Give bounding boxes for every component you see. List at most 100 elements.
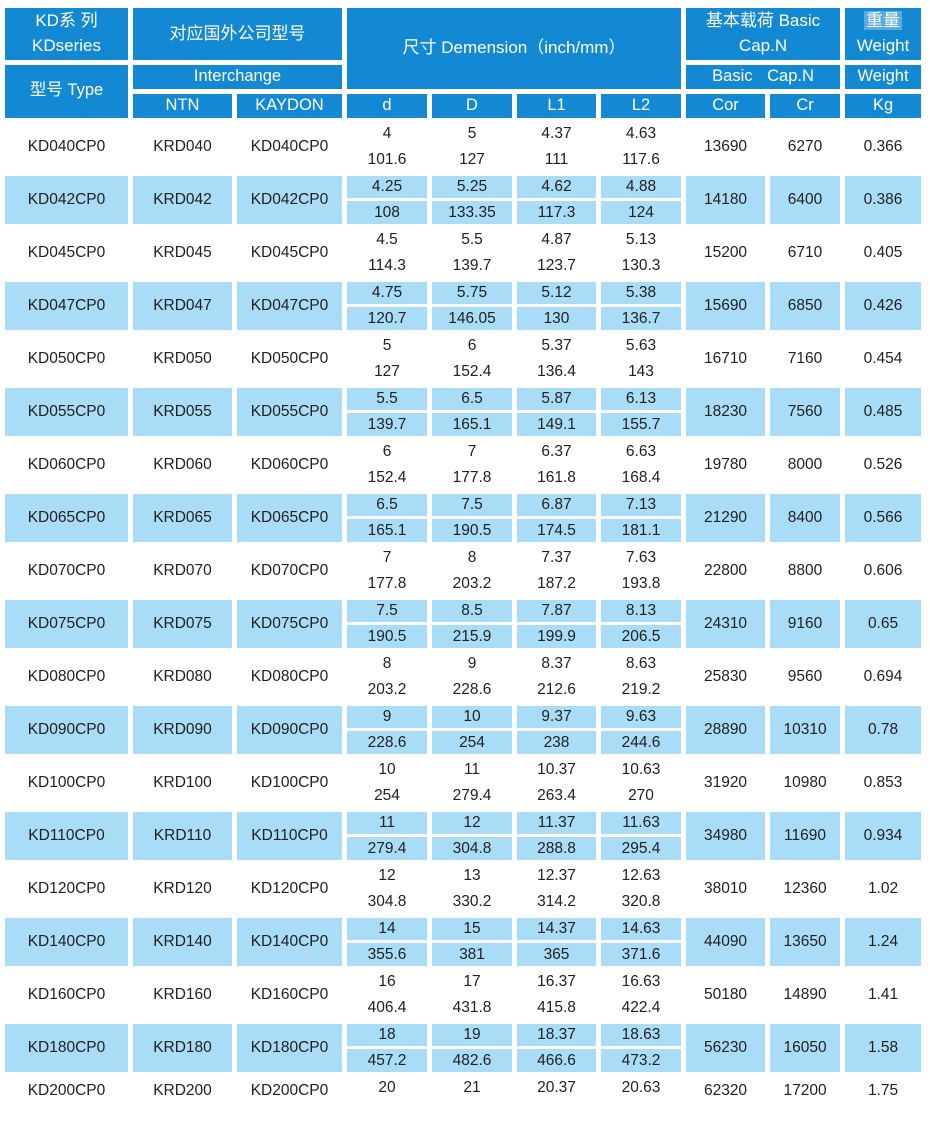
L2-inch: 9.63: [601, 705, 682, 729]
table-row: KD050CP0 KRD050 KD050CP0 5 127 6 152.4 5.3…: [5, 334, 922, 383]
D-mm: 203.2: [432, 572, 512, 595]
D-inch: 5.5: [432, 228, 512, 252]
cell-kg: 0.366: [845, 122, 922, 171]
table-row: KD047CP0 KRD047 KD047CP0 4.75 120.7 5.75 1…: [5, 281, 922, 330]
header-row-1: KD系 列 KDseries 对应国外公司型号 尺寸 Demension（inc…: [5, 8, 922, 89]
cell-d: 6 152.4: [347, 440, 427, 489]
cell-cr: 9160: [770, 599, 841, 648]
cell-ntn: KRD110: [133, 811, 232, 860]
cell-cor: 19780: [686, 440, 766, 489]
cell-d: 18 457.2: [347, 1023, 427, 1072]
cell-kg: 0.853: [845, 758, 922, 807]
cell-L2: 11.63 295.4: [601, 811, 682, 860]
d-mm: 203.2: [347, 678, 427, 701]
cell-type: KD120CP0: [5, 864, 128, 913]
table-row: KD060CP0 KRD060 KD060CP0 6 152.4 7 177.8 6…: [5, 440, 922, 489]
cell-cor: 34980: [686, 811, 766, 860]
cell-L2: 5.38 136.7: [601, 281, 682, 330]
d-mm: 120.7: [347, 307, 427, 330]
L1-mm: 415.8: [517, 996, 596, 1019]
cell-cr: 10980: [770, 758, 841, 807]
L1-inch: 5.12: [517, 281, 596, 305]
cell-ntn: KRD100: [133, 758, 232, 807]
d-inch: 6: [347, 440, 427, 464]
cell-D: 8 203.2: [432, 546, 512, 595]
cell-ntn: KRD045: [133, 228, 232, 277]
d-mm: 304.8: [347, 890, 427, 913]
table-row: KD070CP0 KRD070 KD070CP0 7 177.8 8 203.2 7…: [5, 546, 922, 595]
cell-kaydon: KD160CP0: [237, 970, 342, 1019]
cell-kaydon: KD090CP0: [237, 705, 342, 754]
table-row: KD100CP0 KRD100 KD100CP0 10 254 11 279.4 1…: [5, 758, 922, 807]
cell-d: 9 228.6: [347, 705, 427, 754]
cell-type: KD070CP0: [5, 546, 128, 595]
L1-inch: 11.37: [517, 811, 596, 835]
table-row: KD200CP0 KRD200 KD200CP0 20 21 20.37 20.…: [5, 1076, 922, 1125]
D-inch: 5: [432, 122, 512, 146]
header-dimension: 尺寸 Demension（inch/mm）: [347, 8, 682, 89]
cell-L2: 9.63 244.6: [601, 705, 682, 754]
header-row-2: 型号 Type Interchange Basic Cap.N Weight: [5, 65, 922, 118]
cell-cr: 14890: [770, 970, 841, 1019]
cell-type: KD042CP0: [5, 175, 128, 224]
D-mm: 482.6: [432, 1049, 512, 1072]
header-col-L1: L1: [517, 93, 596, 118]
cell-cr: 10310: [770, 705, 841, 754]
cell-cor: 18230: [686, 387, 766, 436]
L1-mm: 314.2: [517, 890, 596, 913]
cell-D: 7.5 190.5: [432, 493, 512, 542]
cell-D: 12 304.8: [432, 811, 512, 860]
header-kd-series-en: KDseries: [32, 36, 101, 55]
L2-inch: 16.63: [601, 970, 682, 994]
cell-ntn: KRD042: [133, 175, 232, 224]
header-weight-cn: 重量: [864, 11, 903, 31]
L1-mm: 130: [517, 307, 596, 330]
table-row: KD042CP0 KRD042 KD042CP0 4.25 108 5.25 133…: [5, 175, 922, 224]
cell-kg: 1.75: [845, 1076, 922, 1125]
cell-kaydon: KD110CP0: [237, 811, 342, 860]
cell-cor: 31920: [686, 758, 766, 807]
cell-L2: 4.63 117.6: [601, 122, 682, 171]
cell-d: 6.5 165.1: [347, 493, 427, 542]
L2-mm: 244.6: [601, 731, 682, 754]
cell-kaydon: KD050CP0: [237, 334, 342, 383]
table-row: KD090CP0 KRD090 KD090CP0 9 228.6 10 254 9.…: [5, 705, 922, 754]
cell-ntn: KRD090: [133, 705, 232, 754]
D-inch: 6.5: [432, 387, 512, 411]
cell-ntn: KRD047: [133, 281, 232, 330]
cell-d: 12 304.8: [347, 864, 427, 913]
cell-kaydon: KD140CP0: [237, 917, 342, 966]
D-mm: 254: [432, 731, 512, 754]
D-inch: 8.5: [432, 599, 512, 623]
header-row-3: NTN KAYDON d D L1 L2 Cor Cr Kg: [5, 93, 922, 118]
d-mm: 165.1: [347, 519, 427, 542]
L1-mm: 117.3: [517, 201, 596, 224]
d-mm: 228.6: [347, 731, 427, 754]
d-inch: 14: [347, 917, 427, 941]
cell-cor: 15200: [686, 228, 766, 277]
cell-cr: 7160: [770, 334, 841, 383]
cell-L2: 16.63 422.4: [601, 970, 682, 1019]
cell-L2: 5.13 130.3: [601, 228, 682, 277]
d-mm: 279.4: [347, 837, 427, 860]
cell-kg: 0.526: [845, 440, 922, 489]
d-inch: 6.5: [347, 493, 427, 517]
header-col-L2: L2: [601, 93, 682, 118]
cell-L2: 7.63 193.8: [601, 546, 682, 595]
header-col-kaydon: KAYDON: [237, 93, 342, 118]
cell-L2: 14.63 371.6: [601, 917, 682, 966]
cell-L1: 12.37 314.2: [517, 864, 596, 913]
L1-inch: 7.37: [517, 546, 596, 570]
cell-D: 21: [432, 1076, 512, 1125]
L1-inch: 6.87: [517, 493, 596, 517]
cell-cor: 25830: [686, 652, 766, 701]
cell-cr: 13650: [770, 917, 841, 966]
cell-type: KD055CP0: [5, 387, 128, 436]
cell-L2: 7.13 181.1: [601, 493, 682, 542]
D-inch: 7.5: [432, 493, 512, 517]
L1-inch: 4.62: [517, 175, 596, 199]
table-row: KD080CP0 KRD080 KD080CP0 8 203.2 9 228.6 8…: [5, 652, 922, 701]
cell-ntn: KRD160: [133, 970, 232, 1019]
header-col-cr: Cr: [770, 93, 841, 118]
d-inch: 10: [347, 758, 427, 782]
